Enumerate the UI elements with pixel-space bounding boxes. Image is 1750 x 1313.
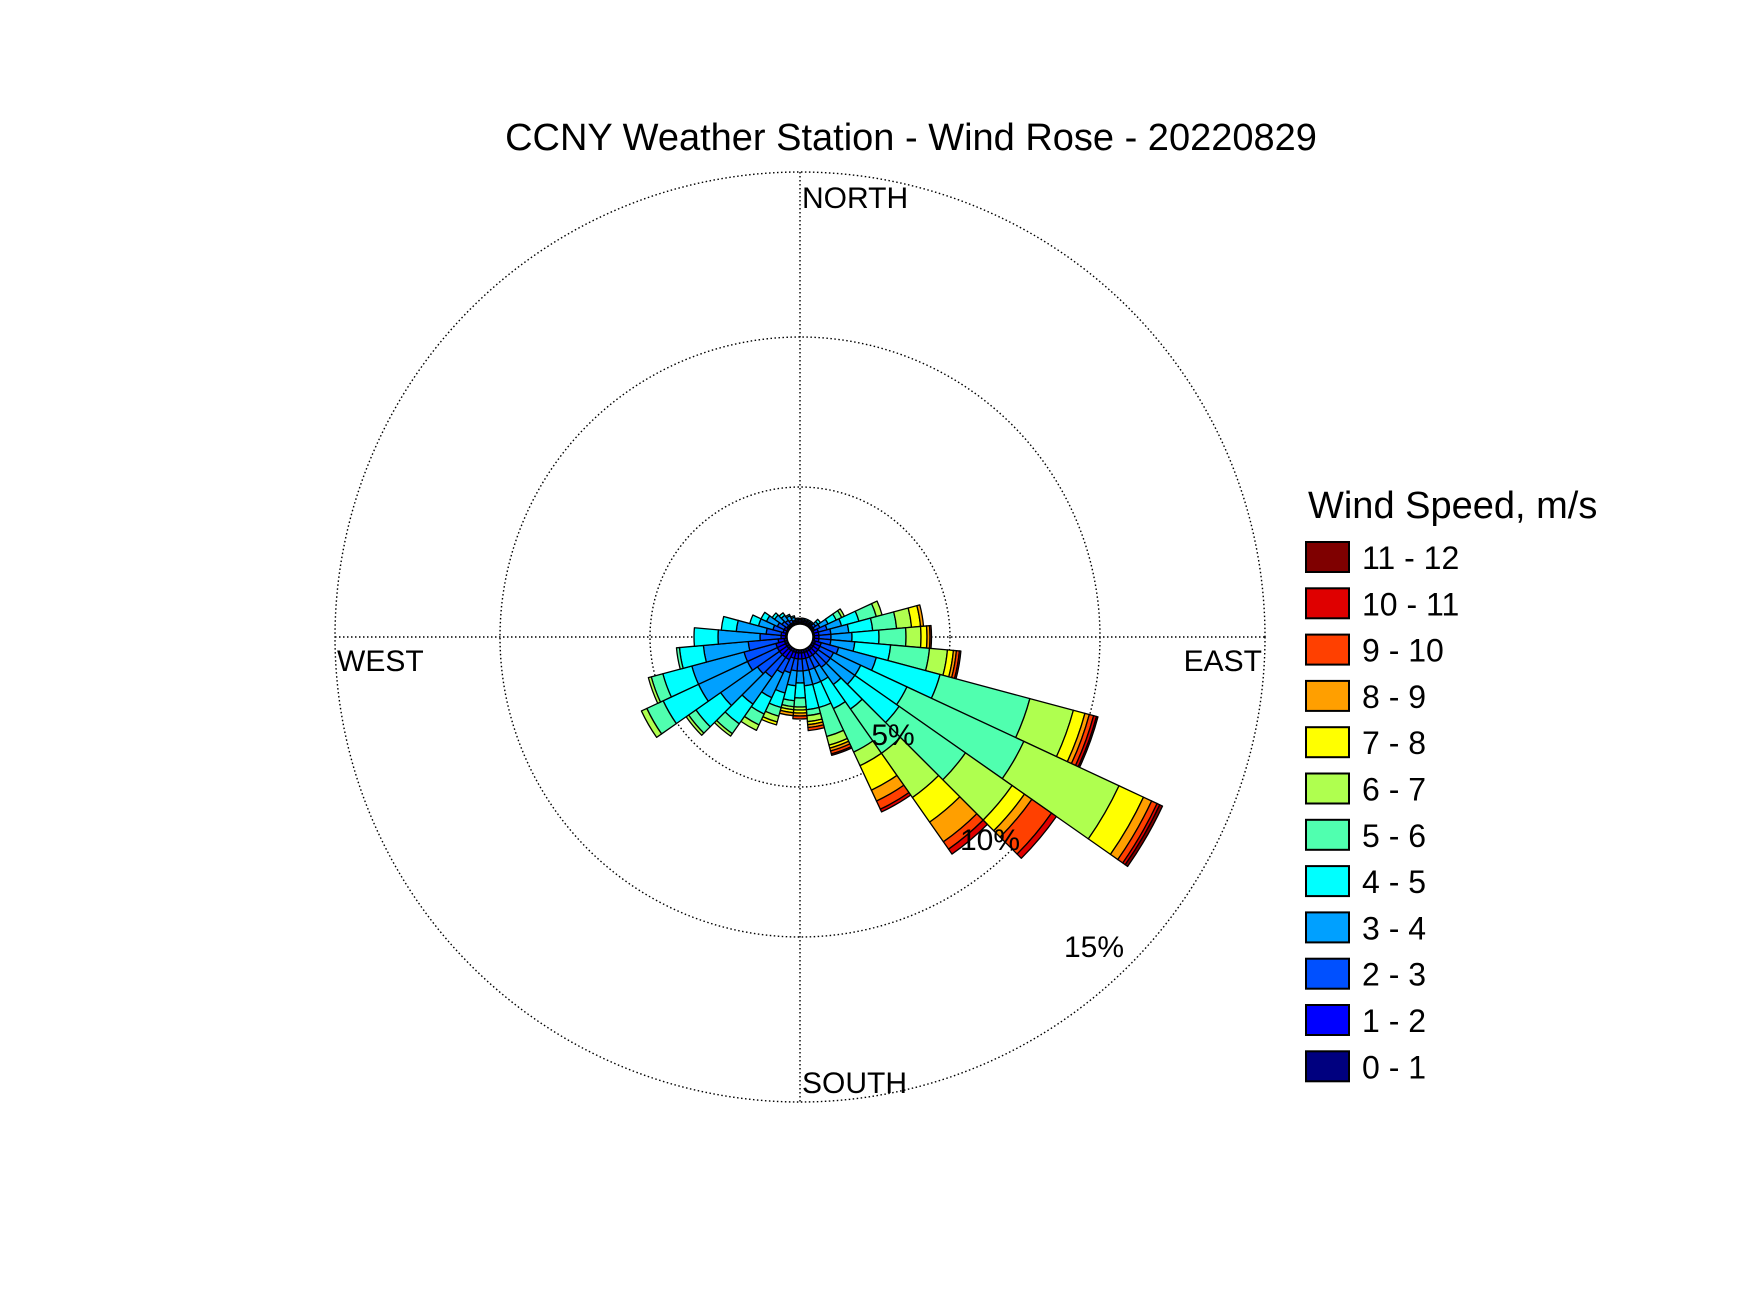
sector-120-bin-11 — [1124, 804, 1164, 868]
sector-90-bin-7 — [919, 625, 928, 649]
sector-240-bin-6 — [640, 707, 663, 739]
sector-150-bin-10 — [879, 791, 912, 813]
sector-90-bin-9 — [928, 624, 933, 650]
legend-label-3: 8 - 9 — [1362, 679, 1426, 715]
legend-label-11: 0 - 1 — [1362, 1049, 1426, 1085]
radial-tick-label-10: 10% — [960, 824, 1020, 857]
direction-label-north: NORTH — [802, 182, 908, 215]
sector-340-bin-4 — [790, 615, 796, 620]
sector-130-bin-10 — [1016, 812, 1058, 859]
sector-180-bin-9 — [792, 715, 808, 720]
sector-90-bin-6 — [904, 625, 922, 649]
legend-label-9: 2 - 3 — [1362, 957, 1426, 993]
sector-250-bin-6 — [647, 676, 662, 704]
legend-label-4: 7 - 8 — [1362, 725, 1426, 761]
sector-310-bin-4 — [771, 612, 779, 620]
legend-swatch-9 — [1305, 957, 1350, 990]
legend-swatch-4 — [1305, 726, 1350, 759]
legend-swatch-8 — [1305, 911, 1350, 944]
sector-280-bin-4 — [720, 615, 739, 633]
legend-swatch-6 — [1305, 818, 1350, 851]
legend-swatch-3 — [1305, 679, 1350, 712]
legend-label-0: 11 - 12 — [1362, 540, 1459, 576]
legend-swatch-5 — [1305, 772, 1350, 805]
direction-label-south: SOUTH — [802, 1067, 907, 1100]
sector-140-bin-10 — [947, 819, 989, 855]
legend-items: 11 - 12 10 - 11 9 - 10 8 - 9 7 - 8 6 - 7 5 - 6… — [1305, 540, 1459, 1085]
legend-label-5: 6 - 7 — [1362, 772, 1426, 808]
chart-title: CCNY Weather Station - Wind Rose - 20220… — [505, 117, 1317, 159]
legend-label-2: 9 - 10 — [1362, 633, 1444, 669]
legend-swatch-0 — [1305, 541, 1350, 573]
radial-tick-label-15: 15% — [1064, 931, 1124, 964]
sector-160-bin-10 — [830, 746, 853, 756]
legend-title: Wind Speed, m/s — [1308, 485, 1597, 527]
legend-swatch-2 — [1305, 633, 1350, 666]
sector-270-bin-4 — [693, 627, 719, 647]
sector-350-bin-3 — [794, 617, 800, 621]
legend-label-6: 5 - 6 — [1362, 818, 1426, 854]
legend-label-10: 1 - 2 — [1362, 1003, 1426, 1039]
sector-90-bin-5 — [878, 627, 907, 647]
sector-170-bin-9 — [807, 724, 825, 732]
direction-label-west: WEST — [337, 645, 424, 678]
radial-tick-label-5: 5% — [871, 719, 914, 752]
sector-180-bin-5 — [793, 697, 807, 708]
wind-rose-sectors — [640, 600, 1164, 868]
sector-320-bin-4 — [778, 612, 786, 619]
legend: Wind Speed, m/s 11 - 12 10 - 11 9 - 10 8 - … — [1305, 485, 1597, 1085]
center-hole — [786, 623, 814, 651]
legend-swatch-10 — [1305, 1004, 1350, 1036]
sector-260-bin-5 — [675, 646, 684, 670]
legend-swatch-11 — [1305, 1050, 1350, 1083]
legend-label-1: 10 - 11 — [1362, 586, 1459, 622]
legend-label-7: 4 - 5 — [1362, 864, 1426, 900]
sector-330-bin-4 — [785, 613, 791, 619]
grid-circle-5 — [649, 486, 951, 788]
direction-label-east: EAST — [1184, 645, 1262, 678]
legend-swatch-1 — [1305, 587, 1350, 620]
sector-300-bin-4 — [760, 611, 771, 623]
legend-label-8: 3 - 4 — [1362, 910, 1426, 946]
legend-swatch-7 — [1305, 865, 1350, 898]
